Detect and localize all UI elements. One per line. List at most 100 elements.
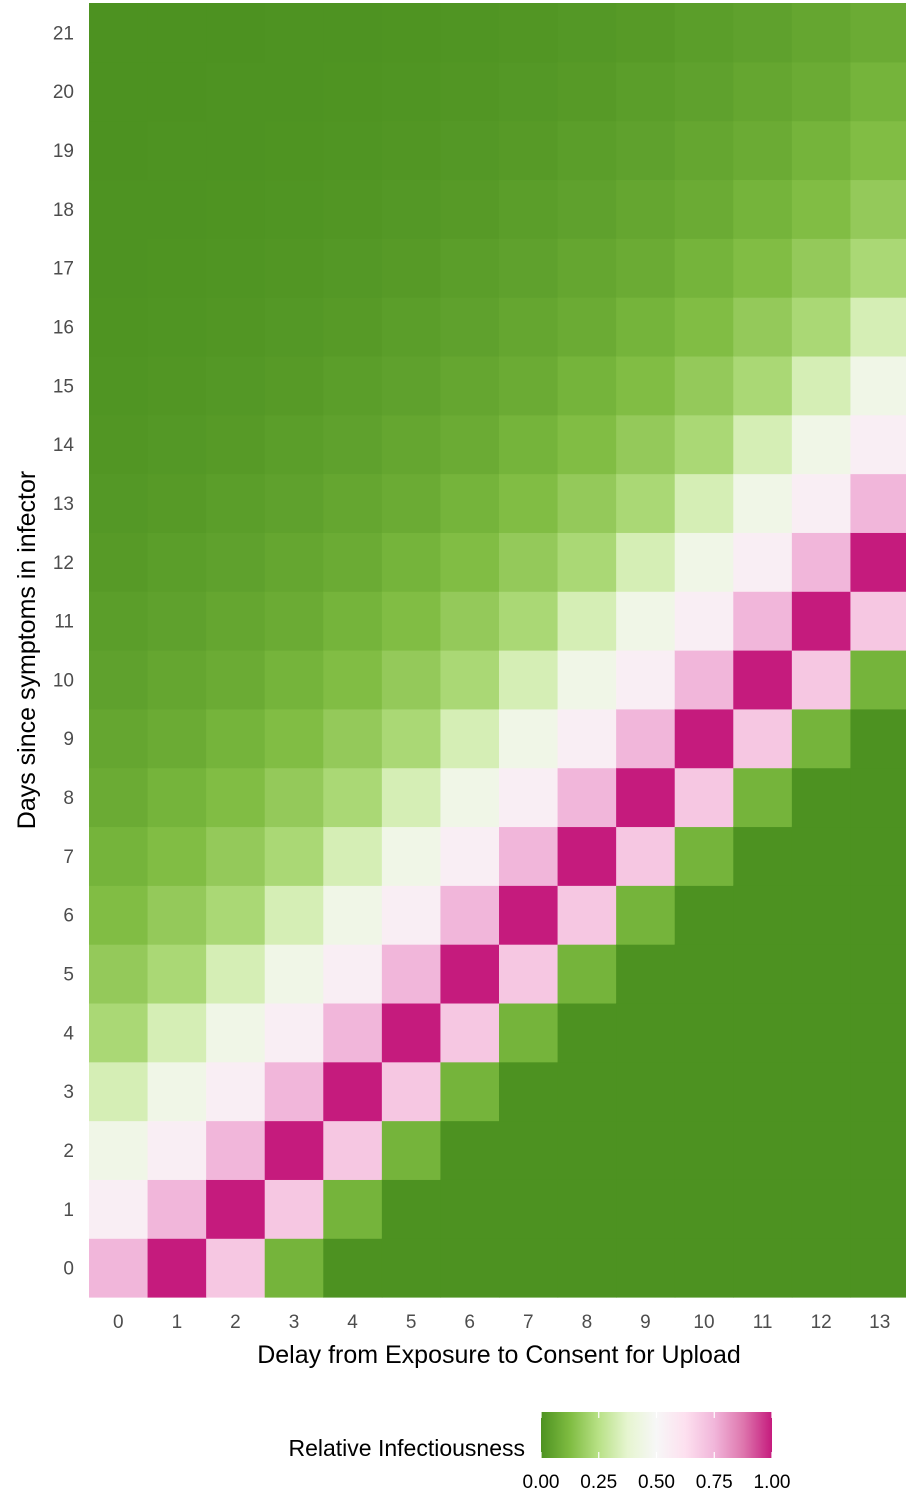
heatmap-cell	[147, 1002, 207, 1063]
x-tick-label: 1	[172, 1312, 183, 1333]
x-axis-title: Delay from Exposure to Consent for Uploa…	[257, 1341, 741, 1369]
heatmap-cell	[499, 944, 559, 1004]
heatmap-cell	[89, 473, 149, 533]
heatmap-cell	[557, 414, 617, 475]
heatmap-cell	[381, 238, 442, 298]
heatmap-cell	[323, 355, 383, 416]
heatmap-cell	[616, 944, 676, 1004]
x-tick-label: 12	[811, 1312, 832, 1333]
heatmap-cell	[616, 591, 676, 651]
heatmap-cell	[557, 1002, 617, 1063]
heatmap-cell	[674, 944, 734, 1004]
heatmap-cell	[733, 355, 793, 416]
heatmap-cell	[264, 238, 324, 298]
heatmap-cell	[440, 297, 500, 357]
heatmap-cell	[89, 61, 149, 122]
heatmap-cell	[147, 3, 207, 63]
heatmap-cell	[674, 650, 734, 710]
heatmap-cell	[440, 1238, 500, 1298]
heatmap-cell	[323, 532, 383, 592]
heatmap-cell	[147, 767, 207, 828]
heatmap-cell	[440, 3, 500, 63]
heatmap-cell	[264, 473, 324, 533]
heatmap-cell	[440, 61, 500, 122]
y-tick-label: 7	[63, 847, 74, 868]
heatmap-cell	[557, 1238, 617, 1298]
heatmap-cell	[850, 708, 906, 769]
x-tick-label: 0	[113, 1312, 124, 1333]
y-tick-label: 5	[63, 965, 74, 986]
heatmap-cell	[557, 826, 617, 886]
heatmap-cell	[206, 473, 266, 533]
heatmap-cell	[557, 591, 617, 651]
heatmap-cell	[206, 1061, 266, 1122]
y-tick-label: 2	[63, 1141, 74, 1162]
heatmap-cell	[206, 591, 266, 651]
heatmap-cell	[147, 179, 207, 239]
heatmap-cell	[616, 61, 676, 122]
heatmap-cell	[850, 1179, 906, 1239]
heatmap-cell	[499, 414, 559, 475]
heatmap-cell	[147, 473, 207, 533]
heatmap-cell	[791, 1120, 852, 1180]
x-tick-label: 6	[464, 1312, 475, 1333]
x-tick-label: 3	[289, 1312, 300, 1333]
heatmap-cell	[616, 826, 676, 886]
heatmap-cell	[381, 414, 442, 475]
heatmap-cell	[89, 414, 149, 475]
heatmap-cell	[850, 120, 906, 181]
heatmap-cell	[733, 826, 793, 886]
heatmap-cell	[616, 179, 676, 239]
heatmap-cell	[206, 238, 266, 298]
heatmap-cell	[147, 885, 207, 945]
heatmap-cell	[147, 826, 207, 886]
heatmap-cell	[499, 591, 559, 651]
heatmap-cell	[791, 708, 852, 769]
x-tick-label: 10	[693, 1312, 714, 1333]
heatmap-cell	[674, 1120, 734, 1180]
heatmap-cell	[674, 120, 734, 181]
heatmap-cell	[89, 1179, 149, 1239]
heatmap-cell	[850, 1120, 906, 1180]
heatmap-cell	[440, 708, 500, 769]
heatmap-cell	[616, 532, 676, 592]
heatmap-cell	[557, 238, 617, 298]
heatmap-cell	[147, 591, 207, 651]
heatmap-cell	[323, 826, 383, 886]
heatmap-cell	[264, 1120, 324, 1180]
heatmap-cell	[733, 414, 793, 475]
heatmap-cell	[206, 708, 266, 769]
heatmap-cell	[147, 532, 207, 592]
heatmap-cell	[674, 414, 734, 475]
heatmap-cell	[733, 179, 793, 239]
heatmap-cell	[850, 473, 906, 533]
heatmap-cell	[674, 826, 734, 886]
heatmap-cell	[616, 238, 676, 298]
heatmap-cell	[89, 767, 149, 828]
x-tick-label: 4	[347, 1312, 358, 1333]
heatmap-cell	[674, 1238, 734, 1298]
heatmap-cell	[499, 1238, 559, 1298]
heatmap-cell	[674, 767, 734, 828]
heatmap-cell	[850, 238, 906, 298]
y-tick-label: 8	[63, 788, 74, 809]
heatmap-cell	[850, 414, 906, 475]
heatmap-cell	[850, 944, 906, 1004]
heatmap-cell	[733, 238, 793, 298]
heatmap-cell	[323, 179, 383, 239]
heatmap-cell	[616, 708, 676, 769]
legend-tick-label: 0.75	[696, 1472, 733, 1493]
heatmap-cell	[499, 238, 559, 298]
heatmap-cell	[381, 591, 442, 651]
heatmap-cell	[440, 414, 500, 475]
heatmap-cell	[89, 1238, 149, 1298]
heatmap-cell	[733, 1238, 793, 1298]
heatmap-cell	[850, 179, 906, 239]
heatmap-cell	[440, 238, 500, 298]
heatmap-cell	[89, 238, 149, 298]
heatmap-cell	[791, 238, 852, 298]
heatmap-cell	[381, 708, 442, 769]
heatmap-cell	[733, 473, 793, 533]
